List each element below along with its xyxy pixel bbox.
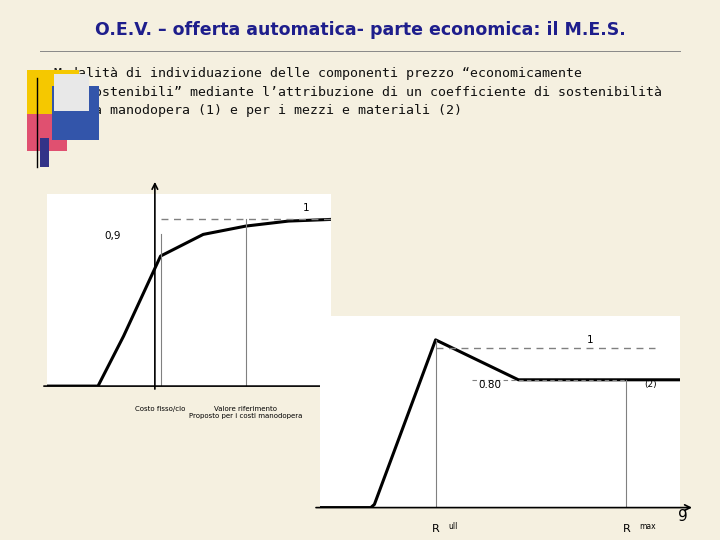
Text: ull: ull: [448, 522, 458, 531]
Text: Modalità di individuazione delle componenti prezzo “economicamente
non sostenibi: Modalità di individuazione delle compone…: [54, 67, 662, 117]
Text: (2): (2): [644, 380, 657, 389]
Text: 9: 9: [678, 509, 688, 524]
Text: R: R: [432, 524, 439, 534]
Text: max: max: [639, 522, 656, 531]
Text: 0,9: 0,9: [104, 231, 121, 241]
Text: O.E.V. – offerta automatica- parte economica: il M.E.S.: O.E.V. – offerta automatica- parte econo…: [94, 21, 626, 39]
Text: 0.80: 0.80: [479, 380, 502, 389]
Text: R: R: [623, 524, 630, 534]
Text: Costo fisso/clo: Costo fisso/clo: [135, 406, 186, 412]
Text: Valore riferimento
Proposto per i costi manodopera: Valore riferimento Proposto per i costi …: [189, 406, 302, 419]
Text: 1: 1: [302, 202, 310, 213]
Text: 1: 1: [587, 335, 593, 345]
